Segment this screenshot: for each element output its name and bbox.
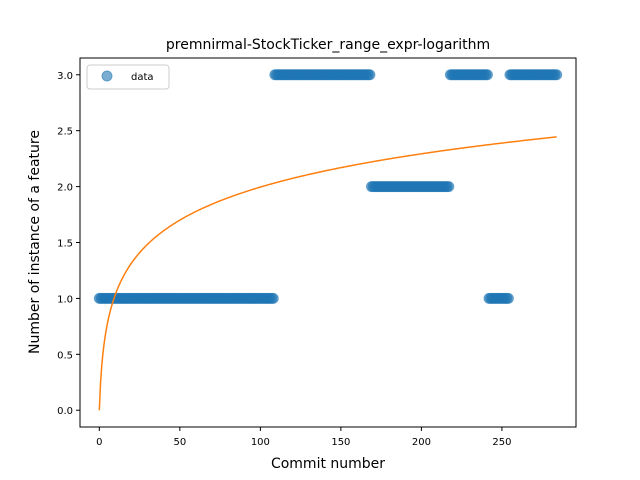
legend-box [87, 65, 169, 89]
y-tick-label: 1.5 [57, 239, 73, 250]
data-point [444, 182, 454, 192]
y-tick-label: 0.5 [57, 350, 73, 361]
x-axis-label: Commit number [271, 456, 385, 472]
y-tick-label: 0.0 [57, 406, 73, 417]
chart-title: premnirmal-StockTicker_range_expr-logari… [166, 37, 490, 53]
legend: data [87, 65, 169, 89]
y-tick-label: 2.5 [57, 127, 73, 138]
x-tick-label: 0 [96, 437, 102, 448]
y-tick-label: 2.0 [57, 183, 73, 194]
x-tick-label: 200 [412, 437, 431, 448]
x-tick-label: 150 [331, 437, 350, 448]
data-point [503, 293, 513, 303]
y-tick-label: 3.0 [57, 71, 73, 82]
data-point [552, 70, 562, 80]
x-tick-label: 100 [251, 437, 270, 448]
y-tick-label: 1.0 [57, 294, 73, 305]
x-tick-label: 50 [173, 437, 186, 448]
legend-label-data: data [131, 72, 154, 83]
y-axis-label: Number of instance of a feature [27, 130, 43, 354]
data-point [365, 70, 375, 80]
legend-marker-data [102, 71, 112, 81]
x-tick-label: 250 [492, 437, 511, 448]
data-point [482, 70, 492, 80]
data-point [268, 293, 278, 303]
